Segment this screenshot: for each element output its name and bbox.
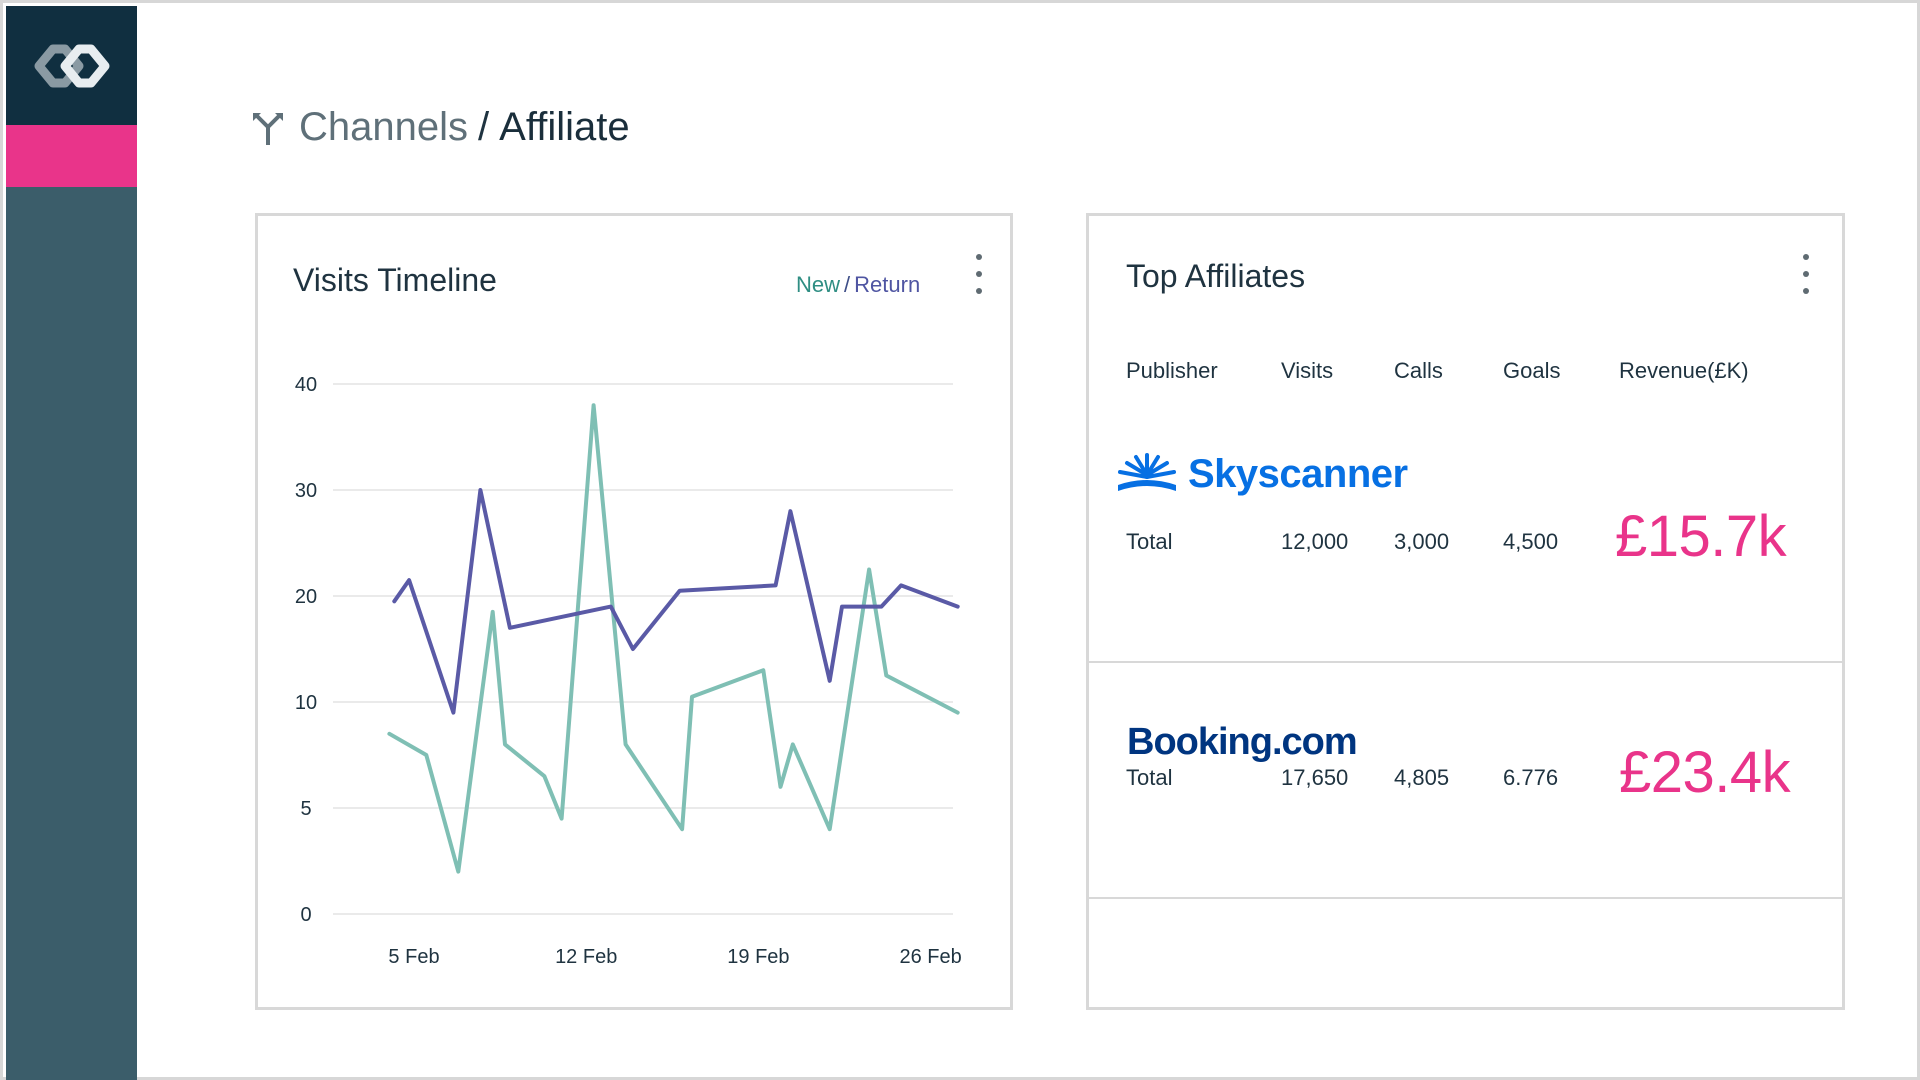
x-tick-label: 5 Feb xyxy=(388,946,439,968)
visits-menu-button[interactable] xyxy=(969,254,989,294)
sidebar xyxy=(6,6,137,1080)
y-tick-label: 0 xyxy=(300,904,311,926)
publisher-name: Booking.com xyxy=(1127,721,1358,763)
y-tick-label: 5 xyxy=(300,798,311,820)
publisher-name: Skyscanner xyxy=(1188,451,1408,496)
table-row[interactable]: Skyscanner Total 12,000 3,000 4,500 £15.… xyxy=(1089,416,1842,663)
app-logo[interactable] xyxy=(6,6,137,125)
kebab-menu-icon xyxy=(1803,254,1809,260)
table-header: Publisher Visits Calls Goals Revenue(£K) xyxy=(1089,358,1842,388)
visits-value: 12,000 xyxy=(1281,529,1349,554)
x-tick-label: 19 Feb xyxy=(727,946,789,968)
top-affiliates-card: Top Affiliates Publisher Visits Calls Go… xyxy=(1086,213,1845,1010)
kebab-menu-icon xyxy=(976,254,982,260)
total-label: Total xyxy=(1126,765,1173,790)
table-row[interactable]: Booking.com Total 17,650 4,805 6.776 £23… xyxy=(1089,663,1842,899)
affiliates-card-title: Top Affiliates xyxy=(1126,258,1306,294)
goals-value: 6.776 xyxy=(1503,765,1559,790)
y-tick-label: 30 xyxy=(295,480,317,502)
column-header-calls[interactable]: Calls xyxy=(1394,358,1443,383)
legend-return[interactable]: Return xyxy=(854,272,921,297)
page-title: Affiliate xyxy=(499,104,630,149)
calls-value: 3,000 xyxy=(1394,529,1450,554)
visits-timeline-card: Visits Timeline New / Return 0 5 10 20 30 40 5 F… xyxy=(255,213,1013,1010)
legend-new[interactable]: New xyxy=(796,272,841,297)
y-tick-label: 40 xyxy=(295,374,317,396)
calls-value: 4,805 xyxy=(1394,765,1450,790)
breadcrumb-separator: / xyxy=(478,104,490,149)
total-label: Total xyxy=(1126,529,1173,554)
revenue-value: £23.4k xyxy=(1619,740,1791,805)
infinity-logo-icon xyxy=(34,44,109,87)
y-tick-label: 20 xyxy=(295,586,317,608)
column-header-revenue[interactable]: Revenue(£K) xyxy=(1619,358,1749,383)
column-header-goals[interactable]: Goals xyxy=(1503,358,1561,383)
revenue-value: £15.7k xyxy=(1615,504,1787,569)
skyscanner-sunrise-icon xyxy=(1118,453,1176,491)
visits-timeline-chart: 0 5 10 20 30 40 5 Feb 12 Feb 19 Feb 26 Feb xyxy=(295,374,962,968)
channels-fork-icon xyxy=(253,113,283,145)
y-tick-label: 10 xyxy=(295,692,317,714)
visits-value: 17,650 xyxy=(1281,765,1349,790)
breadcrumb: Channels / Affiliate xyxy=(251,101,630,153)
column-header-publisher[interactable]: Publisher xyxy=(1126,358,1218,383)
series-line-return[interactable] xyxy=(392,488,960,715)
chart-legend: New / Return xyxy=(796,272,920,298)
skyscanner-logo: Skyscanner xyxy=(1116,446,1408,502)
goals-value: 4,500 xyxy=(1503,529,1559,554)
breadcrumb-parent[interactable]: Channels xyxy=(299,104,469,149)
sidebar-active-item[interactable] xyxy=(6,125,137,187)
legend-separator: / xyxy=(844,272,851,297)
affiliates-menu-button[interactable] xyxy=(1796,254,1816,294)
visits-card-title: Visits Timeline xyxy=(293,262,497,298)
series-line-new[interactable] xyxy=(387,403,960,874)
x-tick-label: 12 Feb xyxy=(555,946,617,968)
column-header-visits[interactable]: Visits xyxy=(1281,358,1334,383)
x-tick-label: 26 Feb xyxy=(899,946,961,968)
